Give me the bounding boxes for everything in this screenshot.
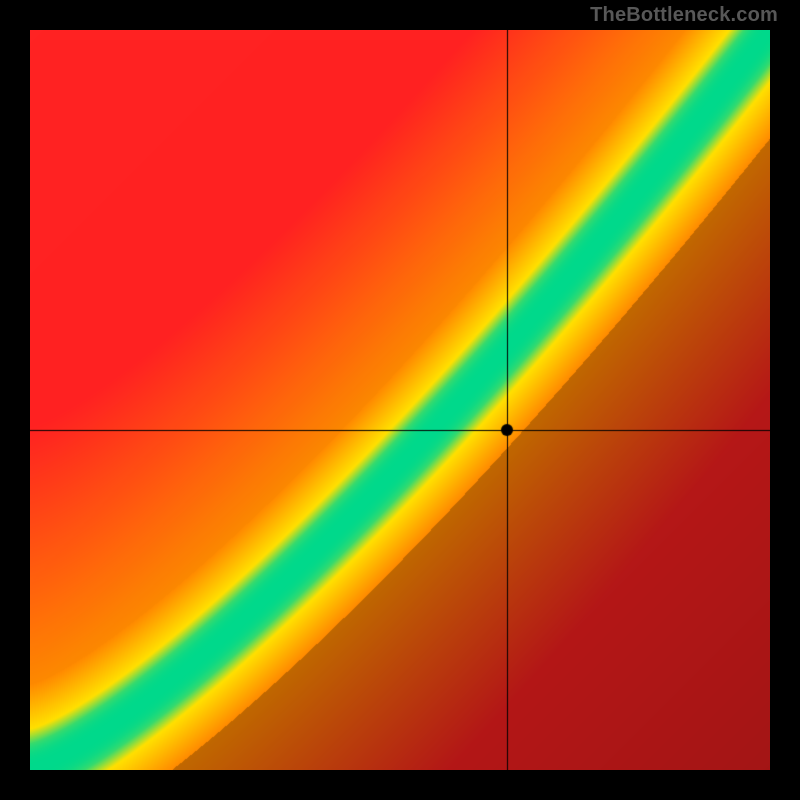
heatmap-plot (30, 30, 770, 770)
heatmap-canvas (30, 30, 770, 770)
watermark-text: TheBottleneck.com (590, 4, 778, 27)
chart-container: TheBottleneck.com (0, 0, 800, 800)
